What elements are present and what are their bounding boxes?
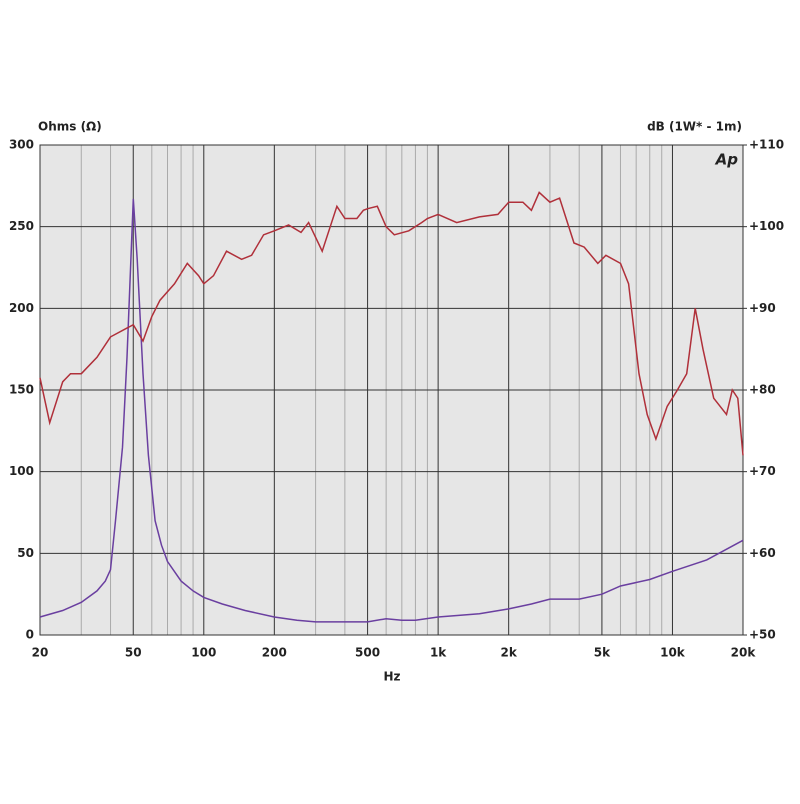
y-tick-label: 150 — [9, 383, 34, 397]
y2-tick-label: +70 — [749, 464, 776, 478]
y2-axis-label: dB (1W* - 1m) — [647, 120, 742, 134]
y2-tick-label: +50 — [749, 628, 776, 642]
y-tick-label: 50 — [17, 546, 34, 560]
y2-tick-label: +80 — [749, 383, 776, 397]
x-tick-label: 2k — [500, 646, 517, 660]
x-tick-label: 20k — [731, 646, 757, 660]
x-tick-label: 10k — [660, 646, 686, 660]
y-tick-label: 300 — [9, 138, 34, 152]
x-tick-label: 500 — [355, 646, 380, 660]
y-tick-label: 200 — [9, 301, 34, 315]
x-tick-label: 20 — [32, 646, 49, 660]
plot-border — [39, 144, 744, 636]
series-line — [39, 198, 744, 623]
y2-tick-label: +100 — [749, 219, 784, 233]
x-axis-label: Hz — [383, 670, 400, 684]
y2-tick-label: +90 — [749, 301, 776, 315]
y2-tick-label: +60 — [749, 546, 776, 560]
series-line — [39, 191, 744, 456]
x-tick-label: 100 — [191, 646, 216, 660]
x-tick-label: 50 — [125, 646, 142, 660]
y-tick-label: 0 — [26, 628, 34, 642]
x-tick-label: 200 — [262, 646, 287, 660]
y-axis-label: Ohms (Ω) — [38, 120, 102, 134]
y2-tick-label: +110 — [749, 138, 784, 152]
y-tick-label: 100 — [9, 464, 34, 478]
y-tick-label: 250 — [9, 219, 34, 233]
x-tick-label: 5k — [594, 646, 611, 660]
logo: Ap — [715, 151, 739, 169]
x-tick-label: 1k — [430, 646, 447, 660]
